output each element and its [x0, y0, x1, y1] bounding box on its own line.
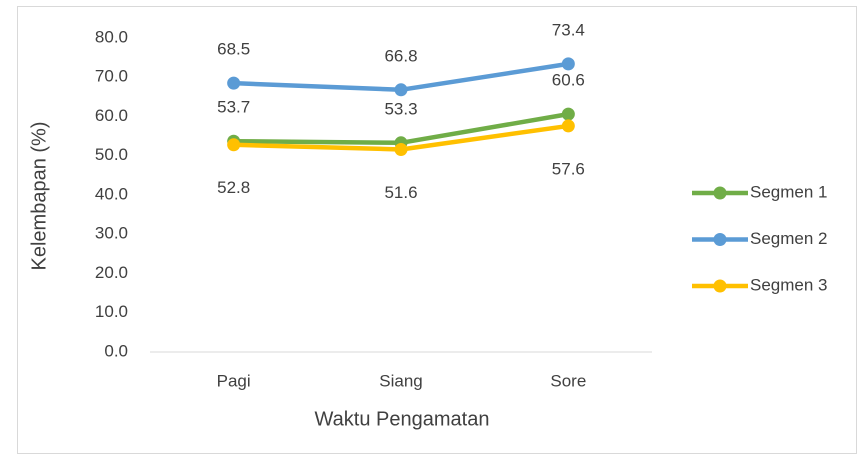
legend-marker — [713, 279, 727, 293]
data-label: 66.8 — [384, 46, 417, 65]
legend-label: Segmen 3 — [750, 275, 828, 294]
data-label: 53.7 — [217, 98, 250, 117]
y-tick-label: 50.0 — [95, 145, 128, 164]
y-tick-label: 30.0 — [95, 224, 128, 243]
y-tick-label: 10.0 — [95, 302, 128, 321]
y-tick-label: 70.0 — [95, 67, 128, 86]
y-tick-label: 80.0 — [95, 27, 128, 46]
point-marker — [561, 119, 575, 133]
point-marker — [394, 142, 408, 156]
x-tick-label: Siang — [379, 371, 422, 390]
y-tick-label: 60.0 — [95, 106, 128, 125]
y-tick-label: 20.0 — [95, 263, 128, 282]
data-label: 57.6 — [552, 159, 585, 178]
point-marker — [561, 57, 575, 71]
legend-marker — [713, 233, 727, 246]
point-marker — [227, 76, 241, 90]
data-label: 52.8 — [217, 178, 250, 197]
y-axis-label: Kelembapan (%) — [28, 122, 50, 271]
legend-label: Segmen 1 — [750, 182, 828, 201]
y-tick-label: 40.0 — [95, 184, 128, 203]
x-tick-label: Pagi — [217, 371, 251, 390]
x-tick-label: Sore — [550, 371, 586, 390]
point-marker — [561, 107, 575, 121]
chart-frame — [17, 6, 857, 454]
legend-label: Segmen 2 — [750, 229, 828, 248]
y-tick-label: 0.0 — [104, 341, 128, 360]
data-label: 60.6 — [552, 71, 585, 90]
data-label: 53.3 — [384, 99, 417, 118]
data-label: 73.4 — [552, 20, 585, 39]
legend-marker — [713, 186, 727, 200]
data-label: 51.6 — [384, 183, 417, 202]
point-marker — [227, 138, 241, 152]
x-axis-label: Waktu Pengamatan — [315, 408, 490, 430]
data-label: 68.5 — [217, 40, 250, 59]
point-marker — [394, 83, 408, 97]
